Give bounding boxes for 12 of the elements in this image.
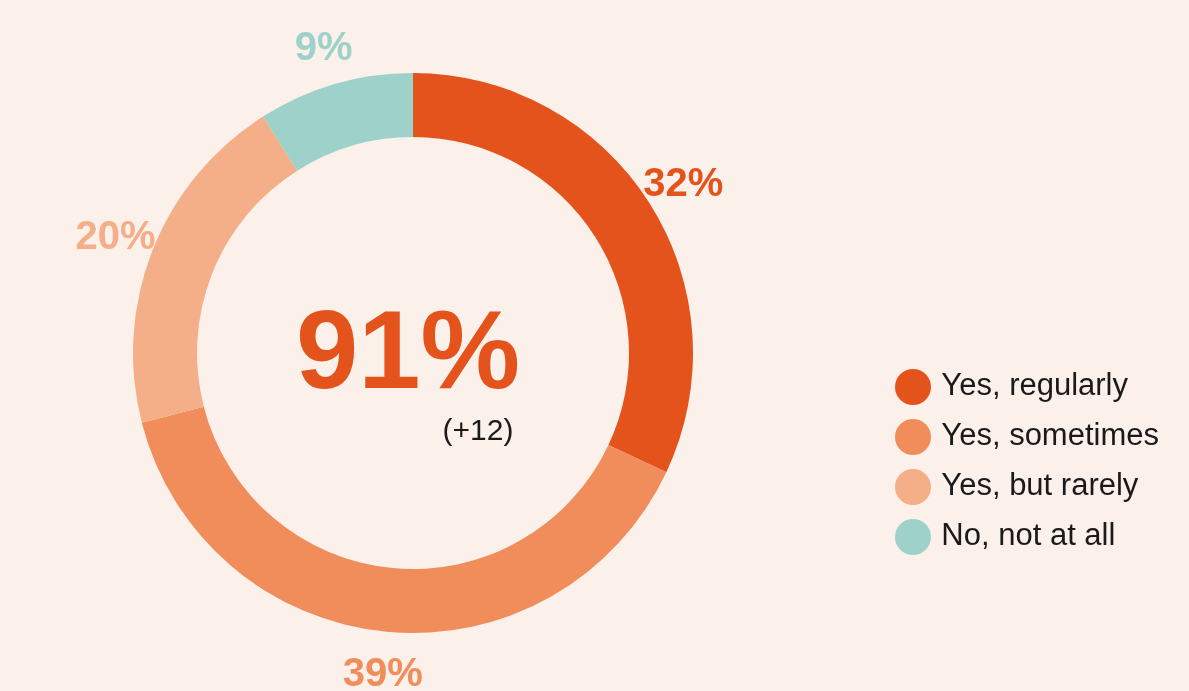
legend-label: Yes, but rarely [941, 467, 1139, 502]
legend-label: No, not at all [941, 517, 1116, 552]
legend-label: Yes, sometimes [941, 417, 1159, 452]
legend-label: Yes, regularly [941, 367, 1129, 402]
data-label: 32% [643, 159, 724, 204]
data-label: 39% [342, 649, 423, 691]
donut-slice [141, 406, 667, 633]
data-label: 9% [294, 23, 353, 68]
data-label: 20% [75, 213, 156, 258]
text: (+12) [441, 412, 515, 448]
text: 91% [294, 287, 522, 412]
donut-slice [262, 73, 413, 171]
